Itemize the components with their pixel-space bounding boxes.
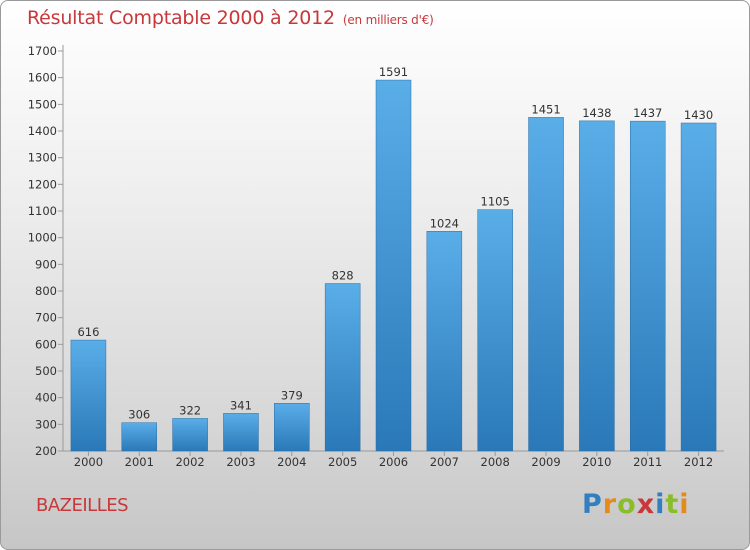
bar xyxy=(274,403,310,452)
y-tick-label: 400 xyxy=(35,391,57,405)
y-tick-label: 1700 xyxy=(28,44,57,58)
x-tick-label: 2012 xyxy=(684,455,713,469)
y-tick-label: 1000 xyxy=(28,231,57,245)
x-tick-label: 2002 xyxy=(175,455,204,469)
x-tick-label: 2003 xyxy=(226,455,255,469)
bar xyxy=(172,418,208,452)
bar-value-label: 1430 xyxy=(684,108,713,122)
bar-value-label: 1451 xyxy=(531,102,560,116)
commune-name: BAZEILLES xyxy=(36,495,129,516)
y-tick-label: 200 xyxy=(35,444,57,458)
bar-value-label: 828 xyxy=(332,269,354,283)
bar xyxy=(324,283,361,452)
logo-letter: x xyxy=(636,489,656,520)
bar-value-label: 379 xyxy=(281,388,303,402)
x-tick-label: 2000 xyxy=(74,455,103,469)
logo-letter: o xyxy=(617,489,637,520)
x-tick-label: 2011 xyxy=(633,455,662,469)
logo-letter: t xyxy=(665,489,680,520)
y-tick-label: 1300 xyxy=(28,151,57,165)
bar-value-label: 1591 xyxy=(379,65,408,79)
bar xyxy=(477,209,513,452)
bar-value-label: 616 xyxy=(77,325,99,339)
bar xyxy=(579,120,615,452)
y-tick-label: 700 xyxy=(35,311,57,325)
y-tick-label: 1100 xyxy=(28,204,57,218)
y-tick-label: 1500 xyxy=(28,97,57,111)
bar xyxy=(223,413,259,452)
x-tick-label: 2010 xyxy=(582,455,611,469)
x-tick-label: 2001 xyxy=(125,455,154,469)
bar-value-label: 1024 xyxy=(430,216,459,230)
bar xyxy=(629,120,666,452)
bar xyxy=(426,231,463,452)
logo-letter: P xyxy=(582,489,603,520)
chart-title-text: Résultat Comptable 2000 à 2012 xyxy=(27,7,335,29)
bar xyxy=(375,79,412,452)
bar-value-label: 306 xyxy=(128,408,150,422)
x-tick-label: 2009 xyxy=(531,455,560,469)
chart-title: Résultat Comptable 2000 à 2012 (en millie… xyxy=(27,7,434,29)
chart-unit-label: (en milliers d'€) xyxy=(342,13,434,27)
y-tick-label: 800 xyxy=(35,284,57,298)
proxiti-logo: Proxiti xyxy=(582,489,690,520)
x-tick-label: 2008 xyxy=(481,455,510,469)
bar xyxy=(70,339,107,452)
x-tick-label: 2005 xyxy=(328,455,357,469)
x-tick-label: 2006 xyxy=(379,455,408,469)
bar xyxy=(680,122,717,452)
bar-value-label: 341 xyxy=(230,398,252,412)
logo-letter: r xyxy=(602,489,618,520)
x-tick-label: 2004 xyxy=(277,455,306,469)
y-tick-label: 1400 xyxy=(28,124,57,138)
bar-value-label: 322 xyxy=(179,403,201,417)
y-tick-label: 300 xyxy=(35,417,57,431)
bar xyxy=(121,422,158,452)
bar-value-label: 1105 xyxy=(481,195,510,209)
bar-value-label: 1437 xyxy=(633,106,662,120)
bar xyxy=(528,117,564,452)
x-tick-label: 2007 xyxy=(430,455,459,469)
y-tick-label: 1200 xyxy=(28,177,57,191)
logo-letter: i xyxy=(655,489,666,520)
logo-letter: i xyxy=(679,489,690,520)
y-tick-label: 600 xyxy=(35,337,57,351)
bar-value-label: 1438 xyxy=(582,106,611,120)
y-tick-label: 500 xyxy=(35,364,57,378)
y-tick-label: 900 xyxy=(35,257,57,271)
y-tick-label: 1600 xyxy=(28,71,57,85)
